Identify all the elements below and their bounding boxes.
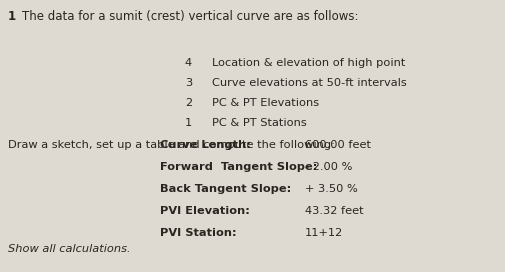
- Text: Curve Length:: Curve Length:: [160, 140, 251, 150]
- Text: + 3.50 %: + 3.50 %: [305, 184, 358, 194]
- Text: Draw a sketch, set up a table and compute the following:: Draw a sketch, set up a table and comput…: [8, 140, 335, 150]
- Text: PVI Elevation:: PVI Elevation:: [160, 206, 250, 216]
- Text: The data for a sumit (crest) vertical curve are as follows:: The data for a sumit (crest) vertical cu…: [22, 10, 359, 23]
- Text: PVI Station:: PVI Station:: [160, 228, 237, 238]
- Text: 43.32 feet: 43.32 feet: [305, 206, 364, 216]
- Text: Curve elevations at 50-ft intervals: Curve elevations at 50-ft intervals: [212, 78, 407, 88]
- Text: 4: 4: [185, 58, 192, 68]
- Text: Location & elevation of high point: Location & elevation of high point: [212, 58, 406, 68]
- Text: 1: 1: [185, 118, 192, 128]
- Text: 3: 3: [185, 78, 192, 88]
- Text: 2: 2: [185, 98, 192, 108]
- Text: PC & PT Stations: PC & PT Stations: [212, 118, 307, 128]
- Text: PC & PT Elevations: PC & PT Elevations: [212, 98, 319, 108]
- Text: 600.00 feet: 600.00 feet: [305, 140, 371, 150]
- Text: 1: 1: [8, 10, 16, 23]
- Text: - 2.00 %: - 2.00 %: [305, 162, 352, 172]
- Text: 11+12: 11+12: [305, 228, 343, 238]
- Text: Back Tangent Slope:: Back Tangent Slope:: [160, 184, 291, 194]
- Text: Show all calculations.: Show all calculations.: [8, 244, 131, 254]
- Text: Forward  Tangent Slope:: Forward Tangent Slope:: [160, 162, 317, 172]
